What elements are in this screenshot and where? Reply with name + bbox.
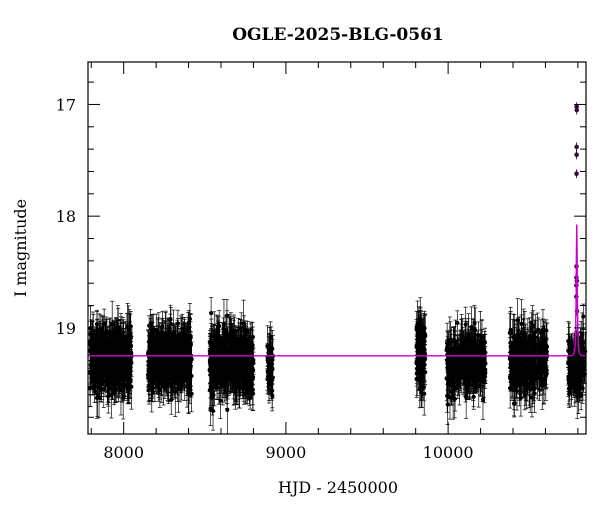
- event-point: [574, 142, 579, 152]
- chart-title: OGLE-2025-BLG-0561: [232, 25, 444, 45]
- x-tick-label: 10000: [423, 443, 474, 462]
- y-axis-label: I magnitude: [11, 199, 30, 297]
- event-point: [574, 150, 579, 160]
- y-tick-label: 17: [56, 95, 76, 114]
- x-tick-label: 8000: [103, 443, 144, 462]
- data-points: [87, 102, 588, 435]
- data-point: [128, 325, 133, 350]
- x-tick-label: 9000: [266, 443, 307, 462]
- x-axis-label: HJD - 2450000: [278, 478, 398, 497]
- axis-tick-labels: 8000 9000 10000 17 18 19: [56, 95, 474, 462]
- event-point: [574, 169, 579, 179]
- y-tick-label: 19: [56, 319, 76, 338]
- y-tick-label: 18: [56, 207, 76, 226]
